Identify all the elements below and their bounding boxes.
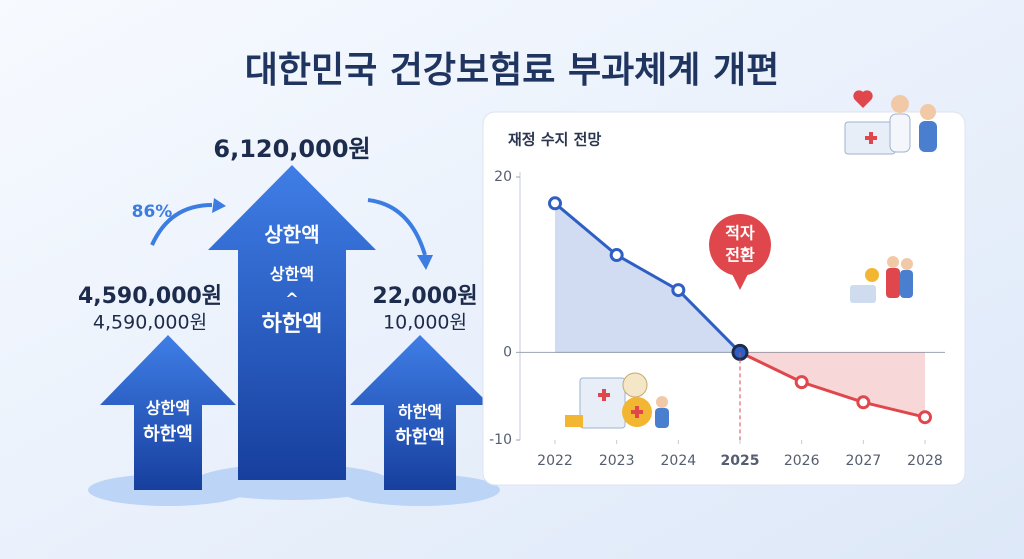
y-tick-label: -10 bbox=[489, 432, 512, 448]
point bbox=[918, 410, 932, 425]
growth-arrow bbox=[150, 203, 213, 246]
arrow-text: 하한액 bbox=[143, 424, 193, 445]
arrow bbox=[350, 335, 490, 490]
x-tick-label: 2022 bbox=[537, 453, 573, 469]
icon bbox=[844, 90, 937, 155]
point bbox=[548, 196, 562, 211]
area-positive bbox=[555, 203, 740, 353]
x-tick-label: 2026 bbox=[784, 453, 820, 469]
value-label: 4,590,000원 bbox=[78, 284, 222, 309]
x-tick-label: 2024 bbox=[661, 453, 697, 469]
y-tick-label: 0 bbox=[503, 344, 512, 360]
point bbox=[856, 395, 871, 410]
arrow-head bbox=[212, 198, 226, 213]
point bbox=[609, 248, 624, 263]
arrow-text: 하한액 bbox=[262, 312, 323, 337]
value-label: 10,000원 bbox=[383, 312, 467, 334]
arrow-text: 하한액 bbox=[395, 427, 445, 448]
point bbox=[671, 283, 686, 298]
arrow-text: 상한액 bbox=[270, 265, 314, 284]
icon bbox=[565, 372, 669, 429]
value-label: 4,590,000원 bbox=[93, 312, 207, 334]
down-arrow bbox=[367, 198, 427, 256]
arrow-text: 상한액 bbox=[264, 223, 319, 247]
arrow-head bbox=[417, 255, 433, 270]
page-title: 대한민국 건강보험료 부과체계 개편 bbox=[245, 50, 779, 91]
annotation-text: 전환 bbox=[725, 246, 755, 265]
annotation-pointer bbox=[730, 270, 750, 290]
arrow bbox=[208, 165, 376, 480]
chart-title: 재정 수지 전망 bbox=[508, 131, 601, 149]
icon bbox=[850, 256, 913, 303]
arrow-text: ^ bbox=[285, 290, 298, 309]
y-tick-label: 20 bbox=[494, 169, 512, 185]
point bbox=[794, 375, 809, 390]
x-tick-label: 2028 bbox=[907, 453, 943, 469]
area-negative bbox=[740, 352, 925, 418]
arrow-text: 하한액 bbox=[398, 403, 442, 422]
x-tick-label: 2023 bbox=[599, 453, 635, 469]
x-tick-label: 2025 bbox=[721, 453, 760, 469]
value-label: 6,120,000원 bbox=[213, 135, 370, 163]
value-label: 22,000원 bbox=[372, 284, 477, 309]
x-tick-label: 2027 bbox=[846, 453, 882, 469]
arrow-text: 상한액 bbox=[146, 399, 190, 418]
arrow bbox=[100, 335, 236, 490]
growth-label: 86% bbox=[132, 202, 173, 222]
annotation-badge bbox=[709, 214, 771, 276]
annotation-text: 적자 bbox=[725, 224, 755, 243]
